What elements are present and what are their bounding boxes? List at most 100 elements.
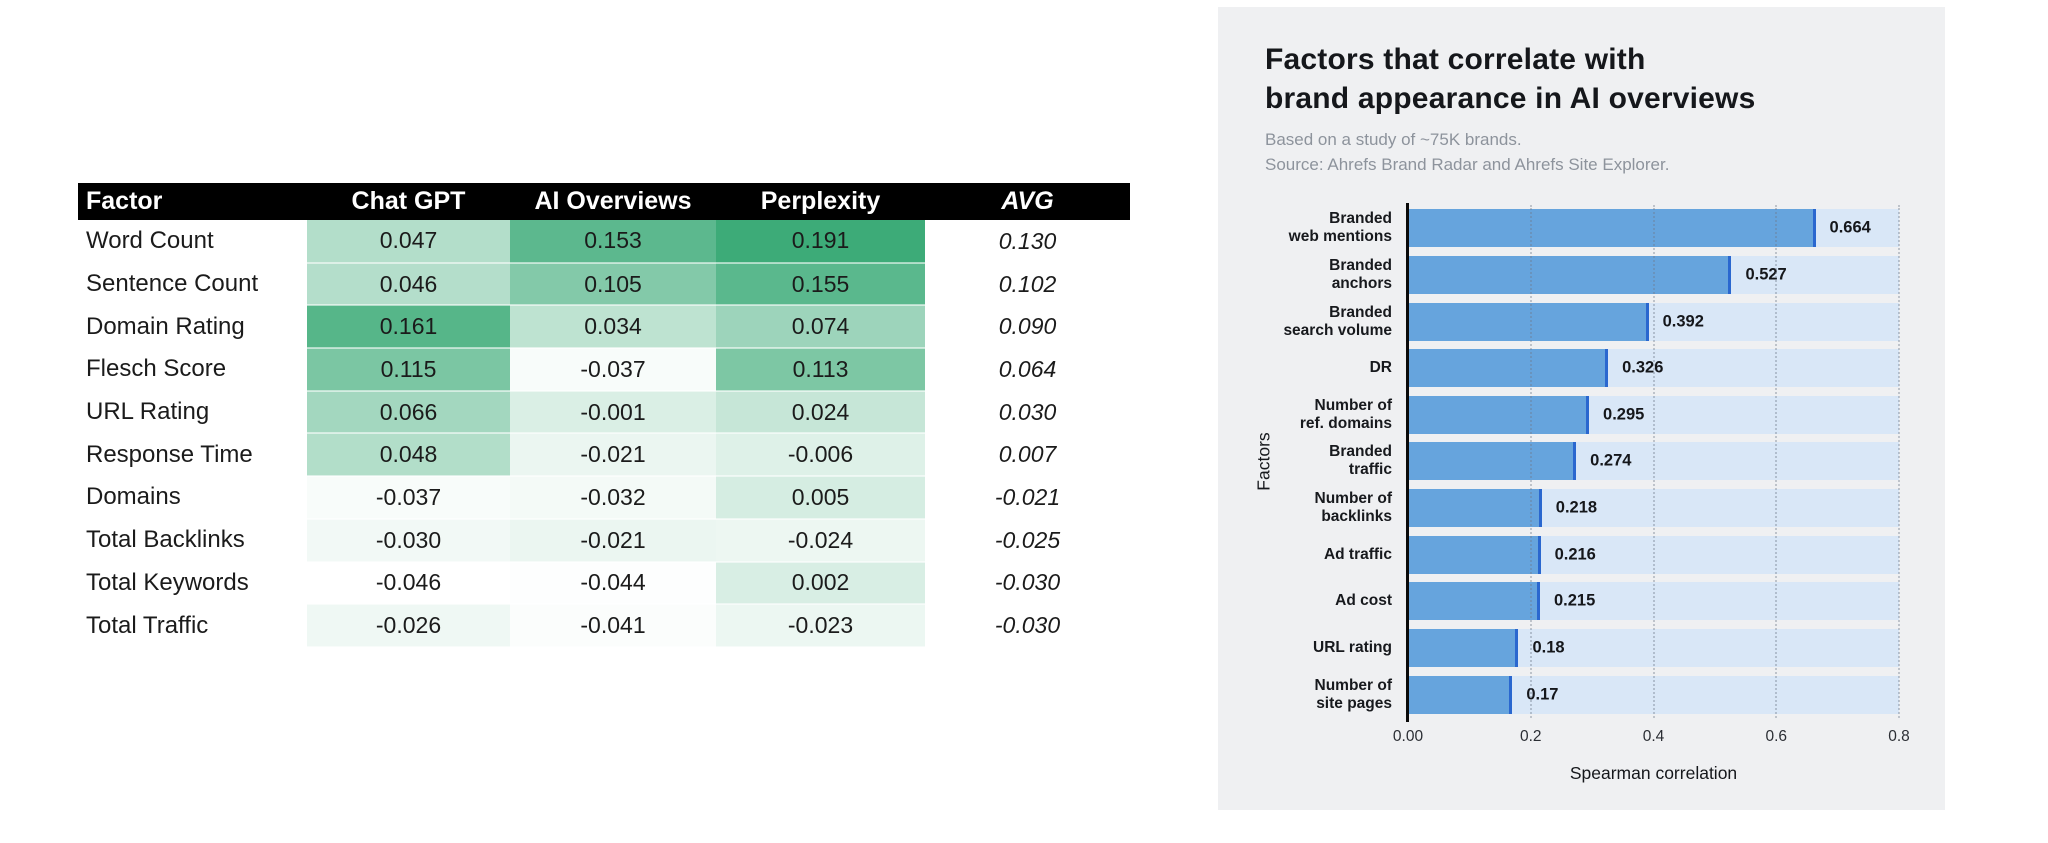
avg-cell: 0.102 <box>925 262 1130 306</box>
perplexity-value-cell: -0.006 <box>716 433 925 478</box>
ai-overviews-value-cell: -0.044 <box>510 561 716 606</box>
bar <box>1408 489 1542 528</box>
perplexity-value-cell: 0.005 <box>716 476 925 520</box>
bar-track: 0.215 <box>1408 582 1899 621</box>
bar <box>1408 255 1732 294</box>
ai-overviews-value-cell: -0.001 <box>510 390 716 435</box>
chatgpt-value-cell: -0.037 <box>307 476 510 520</box>
chatgpt-value-cell: 0.066 <box>307 390 510 435</box>
bar-category-label: Ad traffic <box>1323 545 1392 563</box>
factor-cell: Sentence Count <box>78 262 307 306</box>
chatgpt-value-cell: -0.026 <box>307 604 510 648</box>
ai-overviews-value-cell: -0.041 <box>510 604 716 648</box>
avg-cell: 0.090 <box>925 305 1130 349</box>
bar-category-label: Number of site pages <box>1314 676 1393 712</box>
ai-overviews-value-cell: 0.105 <box>510 262 716 307</box>
factor-cell: Word Count <box>78 220 307 263</box>
ai-overviews-value-cell: -0.032 <box>510 476 716 520</box>
bar <box>1408 535 1541 574</box>
avg-cell: 0.130 <box>925 220 1130 263</box>
bar-row: Number of backlinks 0.218 <box>1218 485 1899 532</box>
bar-track: 0.17 <box>1408 675 1899 714</box>
chatgpt-value-cell: 0.115 <box>307 348 510 392</box>
bar-value-label: 0.664 <box>1829 218 1871 237</box>
bar-row: DR 0.326 <box>1218 345 1899 392</box>
bar-row: Ad traffic 0.216 <box>1218 531 1899 578</box>
table-row: Total Backlinks -0.030 -0.021 -0.024 -0.025 <box>78 518 1130 563</box>
bar-value-label: 0.17 <box>1526 685 1559 704</box>
factor-cell: URL Rating <box>78 390 307 434</box>
avg-cell: -0.030 <box>925 604 1130 647</box>
bar-row: Branded search volume 0.392 <box>1218 298 1899 345</box>
bar-category-label: Number of backlinks <box>1314 490 1393 526</box>
avg-cell: 0.007 <box>925 433 1130 477</box>
table-body: Word Count 0.047 0.153 0.191 0.130 Sentence C… <box>78 220 1130 648</box>
bar-row: Number of ref. domains 0.295 <box>1218 392 1899 439</box>
bar-value-label: 0.527 <box>1745 265 1787 284</box>
plot-area: Branded web mentions 0.664 Branded anchors 0.… <box>1218 203 1900 722</box>
bar-row: Branded web mentions 0.664 <box>1218 205 1899 252</box>
chart-panel: Factors that correlate with brand appear… <box>1218 7 1945 810</box>
table-row: Word Count 0.047 0.153 0.191 0.130 <box>78 220 1130 264</box>
chart-subtitle-line2: Source: Ahrefs Brand Radar and Ahrefs Si… <box>1265 155 1670 174</box>
bar <box>1408 442 1577 481</box>
chart-subtitle-line1: Based on a study of ~75K brands. <box>1265 130 1522 149</box>
bar-category-label: DR <box>1369 359 1392 377</box>
col-header-ai-overviews: AI Overviews <box>510 183 716 220</box>
bar-track: 0.295 <box>1408 395 1899 434</box>
bar-row: Branded traffic 0.274 <box>1218 438 1899 485</box>
col-header-avg: AVG <box>925 183 1130 220</box>
table-row: Flesch Score 0.115 -0.037 0.113 0.064 <box>78 348 1130 392</box>
factor-cell: Total Traffic <box>78 604 307 647</box>
perplexity-value-cell: -0.024 <box>716 518 925 563</box>
ai-overviews-value-cell: -0.021 <box>510 433 716 478</box>
factor-cell: Total Backlinks <box>78 518 307 562</box>
bar-track: 0.326 <box>1408 349 1899 388</box>
bar-value-label: 0.274 <box>1590 451 1632 470</box>
table-row: Total Traffic -0.026 -0.041 -0.023 -0.030 <box>78 604 1130 648</box>
x-axis-ticks: 0.00 0.2 0.4 0.6 0.8 <box>1393 728 1910 748</box>
bar-category-label: Number of ref. domains <box>1299 396 1392 432</box>
bar-row: Number of site pages 0.17 <box>1218 671 1899 718</box>
bar <box>1408 209 1816 248</box>
bar-row: URL rating 0.18 <box>1218 625 1899 672</box>
bar-track: 0.664 <box>1408 209 1899 248</box>
table-row: Sentence Count 0.046 0.105 0.155 0.102 <box>78 262 1130 307</box>
bar-category-label: Branded search volume <box>1283 303 1392 339</box>
ai-overviews-value-cell: -0.021 <box>510 518 716 563</box>
x-tick-label: 0.8 <box>1888 728 1910 745</box>
avg-cell: -0.021 <box>925 476 1130 519</box>
correlation-table: Factor Chat GPT AI Overviews Perplexity … <box>78 183 1130 648</box>
x-tick-label: 0.4 <box>1642 728 1665 745</box>
bar <box>1408 582 1540 621</box>
chart-title: Factors that correlate with brand appear… <box>1265 40 1755 118</box>
bar-category-label: Branded traffic <box>1329 443 1392 479</box>
avg-cell: -0.025 <box>925 518 1130 562</box>
bar-value-label: 0.216 <box>1554 545 1596 564</box>
perplexity-value-cell: 0.155 <box>716 262 925 307</box>
ai-overviews-value-cell: 0.153 <box>510 220 716 264</box>
avg-cell: 0.030 <box>925 390 1130 434</box>
bar <box>1408 349 1609 388</box>
bar <box>1408 628 1519 667</box>
perplexity-value-cell: 0.191 <box>716 220 925 264</box>
bar <box>1408 302 1649 341</box>
x-axis-label: Spearman correlation <box>1569 763 1738 783</box>
bar-row: Branded anchors 0.527 <box>1218 252 1899 299</box>
bar-value-label: 0.218 <box>1555 498 1598 517</box>
chart-title-line2: brand appearance in AI overviews <box>1265 82 1756 115</box>
perplexity-value-cell: 0.024 <box>716 390 925 435</box>
bar-value-label: 0.295 <box>1603 405 1645 424</box>
bar-track: 0.216 <box>1408 535 1899 574</box>
bar-value-label: 0.392 <box>1662 312 1704 331</box>
chatgpt-value-cell: -0.030 <box>307 518 510 563</box>
bar-category-label: URL rating <box>1313 638 1392 656</box>
factor-cell: Domain Rating <box>78 305 307 349</box>
bar-track: 0.527 <box>1408 255 1899 294</box>
y-axis-line <box>1406 203 1409 722</box>
factor-cell: Response Time <box>78 433 307 477</box>
bar-track: 0.18 <box>1408 628 1899 667</box>
chatgpt-value-cell: 0.048 <box>307 433 510 478</box>
chatgpt-value-cell: -0.046 <box>307 561 510 606</box>
